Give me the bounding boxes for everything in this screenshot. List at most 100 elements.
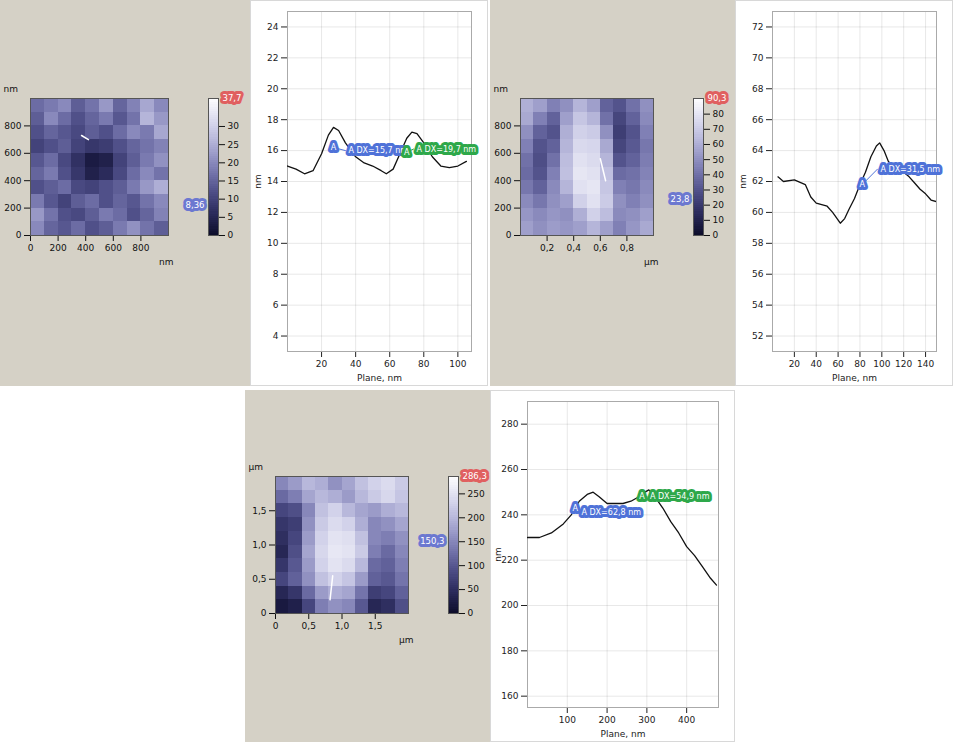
- svg-text:240: 240: [501, 510, 518, 520]
- svg-text:µm: µm: [644, 257, 659, 267]
- svg-text:100: 100: [468, 561, 485, 571]
- svg-text:800: 800: [132, 243, 149, 253]
- svg-text:0,5: 0,5: [302, 621, 316, 631]
- svg-text:100: 100: [559, 715, 576, 725]
- svg-text:0,8: 0,8: [620, 243, 635, 253]
- svg-text:A DX=19,7 nm: A DX=19,7 nm: [417, 145, 477, 154]
- svg-text:200: 200: [50, 243, 67, 253]
- svg-text:400: 400: [77, 243, 94, 253]
- svg-text:150: 150: [468, 537, 485, 547]
- svg-text:37,7: 37,7: [223, 93, 242, 103]
- svg-text:70: 70: [752, 53, 764, 63]
- svg-text:0: 0: [713, 230, 719, 240]
- svg-text:220: 220: [501, 555, 518, 565]
- svg-text:25: 25: [228, 140, 239, 150]
- svg-text:0,4: 0,4: [567, 243, 582, 253]
- svg-text:120: 120: [895, 359, 912, 369]
- svg-text:58: 58: [752, 238, 764, 248]
- svg-text:40: 40: [350, 359, 362, 369]
- svg-text:A: A: [404, 148, 410, 157]
- svg-text:66: 66: [752, 115, 764, 125]
- svg-text:1,0: 1,0: [335, 621, 350, 631]
- svg-text:1,5: 1,5: [368, 621, 382, 631]
- svg-text:400: 400: [494, 176, 511, 186]
- svg-text:100: 100: [873, 359, 890, 369]
- svg-text:24: 24: [267, 22, 279, 32]
- svg-text:800: 800: [494, 121, 511, 131]
- svg-text:68: 68: [752, 84, 764, 94]
- svg-text:nm: nm: [493, 547, 503, 561]
- svg-text:140: 140: [917, 359, 934, 369]
- svg-text:72: 72: [752, 22, 763, 32]
- svg-text:80: 80: [854, 359, 866, 369]
- svg-text:0: 0: [261, 608, 267, 618]
- svg-text:60: 60: [752, 207, 764, 217]
- svg-text:8,36: 8,36: [186, 200, 205, 210]
- svg-text:A DX=62,8 nm: A DX=62,8 nm: [581, 508, 641, 517]
- svg-text:20: 20: [267, 84, 279, 94]
- svg-text:200: 200: [4, 203, 21, 213]
- svg-text:nm: nm: [738, 174, 748, 188]
- svg-text:A: A: [331, 143, 337, 152]
- svg-text:60: 60: [384, 359, 396, 369]
- svg-text:5: 5: [228, 212, 234, 222]
- svg-text:160: 160: [501, 691, 518, 701]
- svg-text:50: 50: [713, 155, 725, 165]
- svg-text:A DX=15,7 nm: A DX=15,7 nm: [348, 146, 408, 155]
- svg-text:50: 50: [468, 584, 480, 594]
- svg-text:0,6: 0,6: [593, 243, 608, 253]
- svg-text:150,3: 150,3: [420, 536, 444, 546]
- svg-text:200: 200: [501, 600, 518, 610]
- svg-text:800: 800: [4, 121, 21, 131]
- svg-text:nm: nm: [159, 257, 173, 267]
- svg-text:0: 0: [16, 230, 22, 240]
- svg-text:A: A: [573, 504, 579, 513]
- svg-text:12: 12: [267, 207, 278, 217]
- svg-text:1,5: 1,5: [252, 506, 266, 516]
- svg-text:4: 4: [273, 331, 279, 341]
- svg-text:260: 260: [501, 464, 518, 474]
- svg-text:200: 200: [598, 715, 615, 725]
- svg-text:10: 10: [228, 194, 240, 204]
- svg-text:30: 30: [713, 185, 725, 195]
- svg-text:62: 62: [752, 176, 763, 186]
- svg-text:nm: nm: [4, 84, 18, 94]
- svg-text:200: 200: [468, 513, 485, 523]
- svg-text:600: 600: [105, 243, 122, 253]
- svg-text:A DX=31,5 nm: A DX=31,5 nm: [880, 165, 940, 174]
- svg-text:0: 0: [273, 621, 279, 631]
- svg-text:Plane, nm: Plane, nm: [601, 729, 646, 739]
- svg-text:54: 54: [752, 300, 764, 310]
- svg-text:60: 60: [713, 139, 725, 149]
- svg-text:A DX=54,9 nm: A DX=54,9 nm: [650, 492, 710, 501]
- svg-text:0,2: 0,2: [540, 243, 554, 253]
- svg-text:22: 22: [267, 53, 278, 63]
- svg-text:56: 56: [752, 269, 764, 279]
- svg-text:80: 80: [418, 359, 430, 369]
- svg-text:20: 20: [316, 359, 328, 369]
- svg-text:nm: nm: [253, 174, 263, 188]
- svg-text:400: 400: [4, 176, 21, 186]
- svg-text:30: 30: [228, 121, 240, 131]
- svg-text:600: 600: [4, 148, 21, 158]
- svg-text:100: 100: [449, 359, 466, 369]
- svg-text:300: 300: [638, 715, 655, 725]
- svg-text:20: 20: [789, 359, 801, 369]
- svg-text:18: 18: [267, 115, 279, 125]
- svg-text:0: 0: [506, 230, 512, 240]
- svg-text:40: 40: [811, 359, 823, 369]
- svg-text:10: 10: [267, 238, 279, 248]
- svg-text:20: 20: [228, 158, 240, 168]
- svg-text:400: 400: [678, 715, 695, 725]
- svg-text:64: 64: [752, 145, 764, 155]
- svg-text:90,3: 90,3: [708, 93, 727, 103]
- svg-text:A: A: [639, 492, 645, 501]
- svg-text:A: A: [859, 180, 865, 189]
- svg-text:10: 10: [713, 215, 725, 225]
- svg-text:0: 0: [28, 243, 34, 253]
- svg-text:80: 80: [713, 109, 725, 119]
- svg-text:250: 250: [468, 489, 485, 499]
- svg-text:600: 600: [494, 148, 511, 158]
- svg-text:µm: µm: [249, 462, 264, 472]
- svg-text:70: 70: [713, 124, 725, 134]
